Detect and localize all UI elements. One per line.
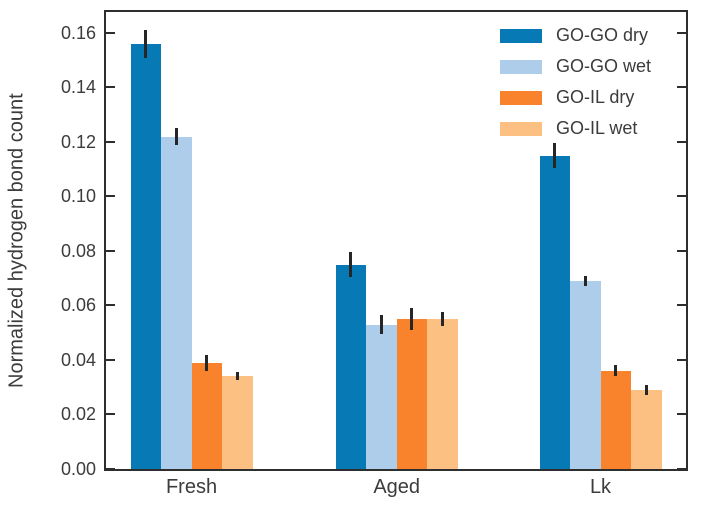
- x-tick-label-aged: Aged: [373, 476, 421, 498]
- y-tick-label: 0.08: [60, 240, 96, 261]
- bar-go-il-wet-lk: [631, 389, 662, 469]
- y-tick-mark: [677, 31, 686, 34]
- legend-item-go-il-wet: GO-IL wet: [500, 118, 651, 138]
- bar-go-il-dry-lk: [600, 370, 631, 469]
- y-tick-label: 0.04: [60, 349, 96, 370]
- legend-label: GO-IL wet: [556, 118, 638, 138]
- legend-item-go-il-dry: GO-IL dry: [500, 87, 651, 107]
- y-tick-label: 0.14: [60, 77, 96, 98]
- legend-item-go-go-dry: GO-GO dry: [500, 25, 651, 45]
- legend-label: GO-IL dry: [556, 87, 635, 107]
- error-bar: [583, 275, 587, 287]
- legend-swatch: [500, 121, 542, 136]
- legend-swatch: [500, 90, 542, 105]
- bar-go-go-wet-fresh: [161, 136, 192, 469]
- y-tick-mark: [677, 195, 686, 198]
- bar-go-go-dry-fresh: [130, 43, 161, 469]
- error-bar: [144, 30, 148, 58]
- legend: GO-GO dry GO-GO wet GO-IL dry GO-IL wet: [500, 25, 652, 138]
- y-axis-title: Normalized hydrogen bond count: [5, 93, 28, 388]
- y-tick-mark: [677, 468, 686, 470]
- error-bar: [379, 315, 383, 335]
- bar-go-il-dry-fresh: [191, 362, 222, 469]
- bar-go-go-dry-aged: [335, 264, 367, 469]
- legend-label: GO-GO dry: [556, 25, 649, 45]
- bar-go-go-dry-lk: [539, 155, 570, 469]
- y-tick-mark: [106, 413, 115, 416]
- y-tick-mark: [106, 195, 115, 198]
- y-tick-mark: [106, 358, 115, 361]
- error-bar: [235, 372, 239, 381]
- bar-go-il-dry-aged: [396, 319, 428, 469]
- error-bar: [205, 354, 209, 371]
- y-tick-label: 0.12: [60, 131, 96, 152]
- y-tick-mark: [677, 358, 686, 361]
- legend-label: GO-GO wet: [556, 56, 652, 76]
- bar-go-il-wet-fresh: [222, 376, 253, 469]
- y-tick-mark: [677, 140, 686, 143]
- legend-swatch: [500, 28, 542, 43]
- bar-go-il-wet-aged: [427, 319, 458, 469]
- y-tick-label: 0.00: [60, 459, 96, 479]
- bar-go-go-wet-aged: [366, 324, 397, 469]
- y-tick-label: 0.06: [60, 295, 96, 316]
- y-tick-mark: [106, 304, 115, 307]
- legend-item-go-go-wet: GO-GO wet: [500, 56, 652, 76]
- x-tick-label-lk: Lk: [589, 476, 612, 498]
- y-tick-mark: [106, 86, 115, 89]
- error-bar: [553, 143, 557, 168]
- plot-area: GO-GO dry GO-GO wet GO-IL dry GO-IL wet: [104, 10, 688, 471]
- error-bar: [614, 365, 618, 377]
- legend-swatch: [500, 59, 542, 74]
- y-tick-label: 0.10: [60, 186, 96, 207]
- error-bar: [349, 252, 353, 277]
- y-tick-mark: [677, 249, 686, 252]
- y-tick-mark: [106, 140, 115, 143]
- y-tick-mark: [677, 304, 686, 307]
- y-tick-mark: [106, 249, 115, 252]
- error-bar: [440, 312, 444, 326]
- x-tick-label-fresh: Fresh: [165, 476, 218, 498]
- y-tick-mark: [106, 31, 115, 34]
- y-tick-mark: [677, 86, 686, 89]
- y-tick-label: 0.02: [60, 404, 96, 425]
- error-bar: [644, 384, 648, 396]
- error-bar: [174, 128, 178, 145]
- error-bar: [410, 308, 414, 331]
- bar-go-go-wet-lk: [570, 280, 601, 469]
- y-tick-label: 0.16: [60, 22, 96, 43]
- y-tick-mark: [106, 468, 115, 470]
- y-tick-mark: [677, 413, 686, 416]
